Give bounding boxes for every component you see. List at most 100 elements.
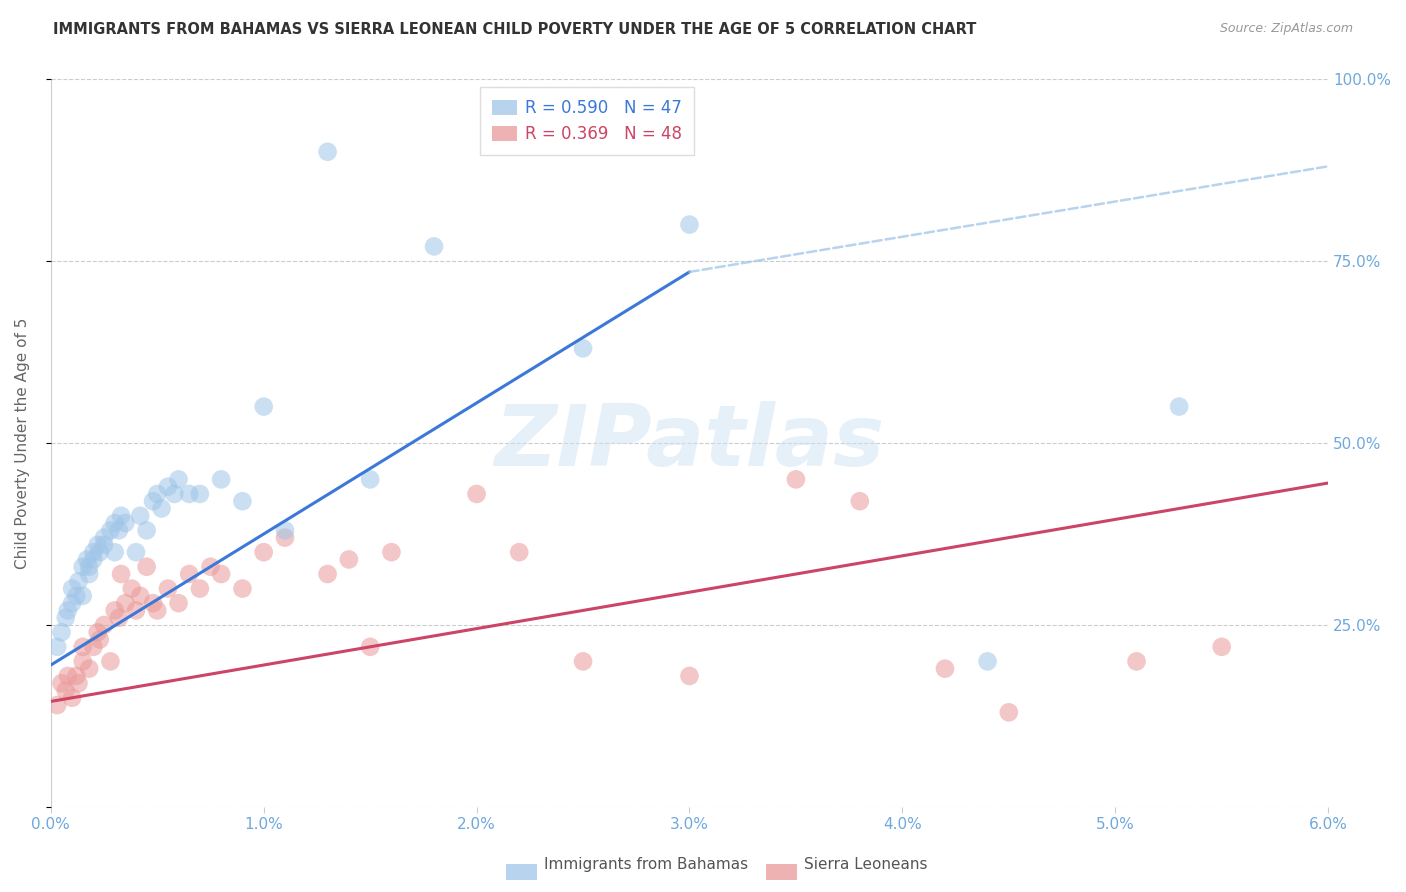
Point [82,640,104,654]
Point [93,531,115,545]
Text: ZIPatlas: ZIPatlas [495,401,884,484]
Point [934,662,956,676]
Point [114,596,136,610]
Point [51,625,73,640]
Point [56,669,79,683]
Point [100,524,122,538]
Point [104,516,127,530]
Point [423,239,446,253]
Point [46,640,69,654]
Point [125,603,148,617]
Point [89,545,111,559]
Point [65,589,87,603]
Point [56,603,79,617]
Point [114,516,136,530]
Point [60,582,83,596]
Point [72,559,94,574]
Point [316,145,339,159]
Point [110,508,132,523]
Point [135,559,157,574]
Point [188,487,211,501]
Point [274,531,297,545]
Point [65,669,87,683]
Point [129,589,152,603]
Point [167,596,190,610]
Point [465,487,488,501]
Point [231,494,253,508]
Point [135,524,157,538]
Point [1125,654,1147,668]
Point [359,472,381,486]
Point [89,632,111,647]
Point [508,545,530,559]
Point [209,567,232,582]
Y-axis label: Child Poverty Under the Age of 5: Child Poverty Under the Age of 5 [15,318,30,569]
Point [146,603,169,617]
Point [380,545,402,559]
Point [231,582,253,596]
Point [76,552,98,566]
Point [188,582,211,596]
Point [337,552,360,566]
Point [129,508,152,523]
Point [82,545,104,559]
Point [93,618,115,632]
Point [678,669,700,683]
Point [209,472,232,486]
Point [108,610,131,624]
Point [167,472,190,486]
Point [572,342,595,356]
Point [163,487,186,501]
Point [72,640,94,654]
Point [55,610,77,624]
Point [359,640,381,654]
Point [67,676,90,690]
Point [572,654,595,668]
Point [200,559,222,574]
Point [104,545,127,559]
Point [77,567,100,582]
Point [142,494,165,508]
Point [1168,400,1191,414]
Point [316,567,339,582]
Text: Source: ZipAtlas.com: Source: ZipAtlas.com [1219,22,1353,36]
Point [82,552,104,566]
Point [253,545,276,559]
Point [976,654,998,668]
Point [93,538,115,552]
Point [121,582,143,596]
Point [51,676,73,690]
Point [125,545,148,559]
Point [72,589,94,603]
Point [100,654,122,668]
Point [274,524,297,538]
Legend: R = 0.590   N = 47, R = 0.369   N = 48: R = 0.590 N = 47, R = 0.369 N = 48 [481,87,695,155]
Point [60,596,83,610]
Point [156,582,179,596]
Point [785,472,807,486]
Text: IMMIGRANTS FROM BAHAMAS VS SIERRA LEONEAN CHILD POVERTY UNDER THE AGE OF 5 CORRE: IMMIGRANTS FROM BAHAMAS VS SIERRA LEONEA… [53,22,977,37]
Point [108,524,131,538]
Point [77,559,100,574]
Text: Immigrants from Bahamas: Immigrants from Bahamas [544,857,748,872]
Point [60,690,83,705]
Point [998,706,1021,720]
Point [179,567,201,582]
Point [142,596,165,610]
Point [849,494,872,508]
Point [1211,640,1233,654]
Point [55,683,77,698]
Point [67,574,90,589]
Point [156,480,179,494]
Point [146,487,169,501]
Point [150,501,173,516]
Point [77,662,100,676]
Point [253,400,276,414]
Point [110,567,132,582]
Text: Sierra Leoneans: Sierra Leoneans [804,857,928,872]
Point [86,538,108,552]
Point [72,654,94,668]
Point [46,698,69,712]
Point [86,625,108,640]
Point [179,487,201,501]
